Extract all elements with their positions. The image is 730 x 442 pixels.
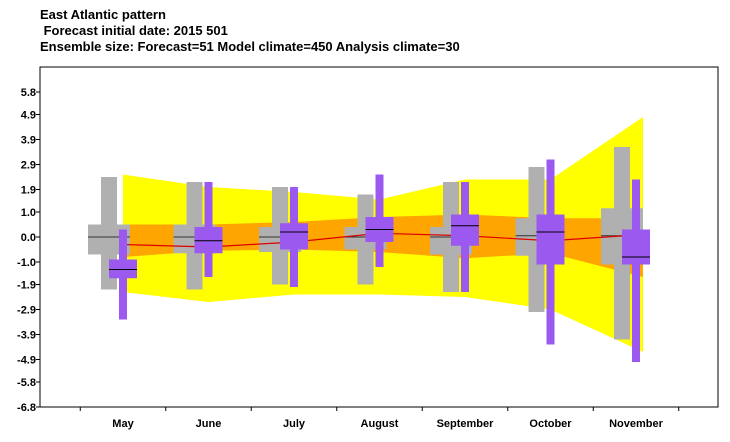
y-tick-label: 1.9 [21,185,36,197]
x-tick-label: May [112,418,134,430]
y-tick-label: -2.9 [17,305,36,317]
y-tick-label: -1.9 [17,280,36,292]
y-tick-label: 3.9 [21,135,36,147]
y-tick-label: -4.9 [17,355,36,367]
y-tick-label: 1.0 [21,207,36,219]
y-tick-label: -1.0 [17,257,36,269]
forecast-whisker [632,179,640,362]
y-tick-label: 5.8 [21,87,36,99]
y-tick-label: 4.9 [21,110,36,122]
forecast-date-label: Forecast initial date: 2015 501 [40,23,228,38]
x-tick-label: August [361,418,399,430]
forecast-box [194,227,223,254]
ensemble-size-label: Ensemble size: Forecast=51 Model climate… [40,39,460,54]
x-tick-label: July [283,418,306,430]
chart-header: East Atlantic pattern Forecast initial d… [40,7,460,55]
x-tick-label: October [529,418,572,430]
forecast-box [280,223,308,250]
y-tick-label: -5.8 [17,377,36,389]
x-tick-label: June [196,418,222,430]
y-tick-label: -3.9 [17,330,36,342]
forecast-box [622,229,650,265]
y-tick-label: -6.8 [17,402,36,414]
x-tick-label: November [609,418,664,430]
forecast-box [536,214,565,265]
x-tick-label: September [437,418,495,430]
y-tick-label: 2.9 [21,160,36,172]
forecast-box [109,259,137,279]
chart-title: East Atlantic pattern [40,7,166,22]
y-tick-label: 0.0 [21,232,36,244]
forecast-box [451,214,479,246]
